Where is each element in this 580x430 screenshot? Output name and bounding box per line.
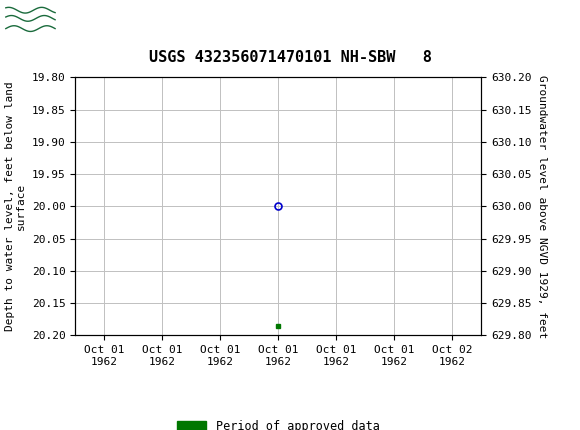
Legend: Period of approved data: Period of approved data [172, 415, 385, 430]
Text: USGS: USGS [67, 12, 122, 29]
Y-axis label: Depth to water level, feet below land
surface: Depth to water level, feet below land su… [5, 82, 26, 331]
Y-axis label: Groundwater level above NGVD 1929, feet: Groundwater level above NGVD 1929, feet [537, 75, 547, 338]
Bar [5, 3, 60, 37]
Text: USGS 432356071470101 NH-SBW   8: USGS 432356071470101 NH-SBW 8 [148, 49, 432, 64]
